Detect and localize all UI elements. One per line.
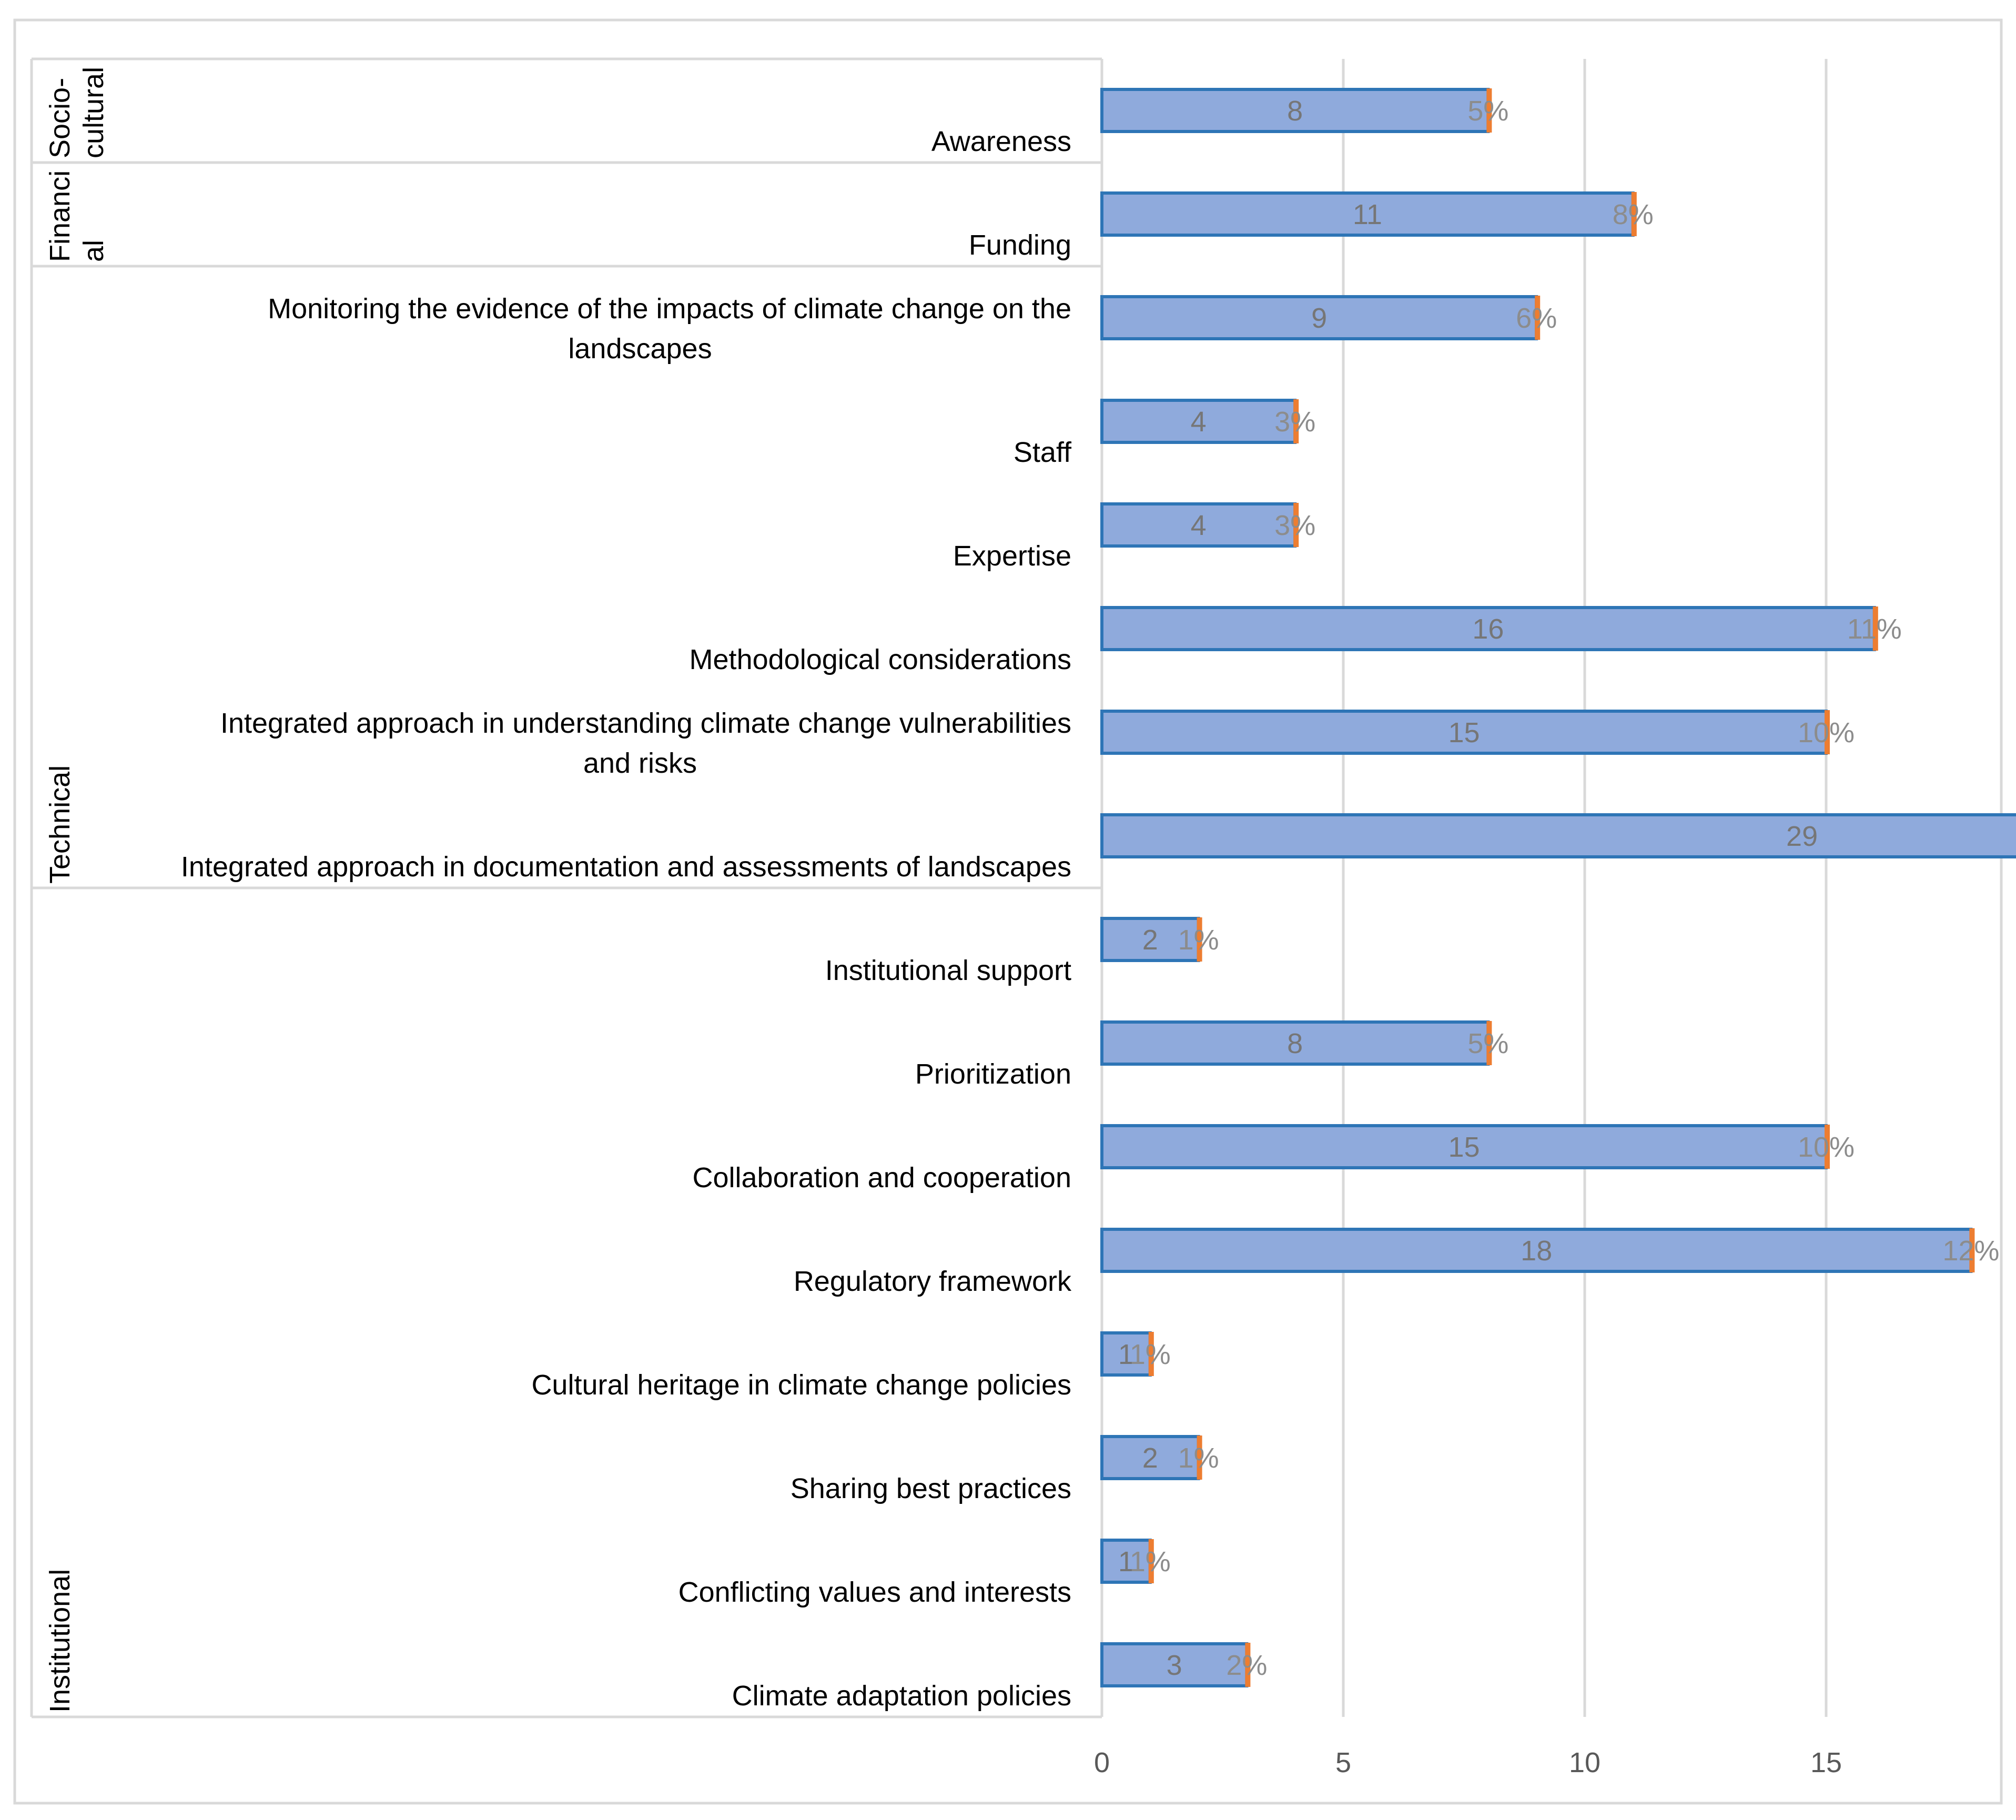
data-label-count-4: 4 xyxy=(1191,510,1207,541)
category-label-5: Methodological considerations xyxy=(690,644,1071,675)
category-label-13: Sharing best practices xyxy=(791,1473,1071,1504)
bar-percentage-0 xyxy=(1486,88,1492,133)
x-axis-ticks: 05101520253035 xyxy=(1094,1747,1842,1778)
group-label-line: Socio- xyxy=(44,78,76,158)
category-label-4: Expertise xyxy=(953,540,1071,572)
bar-count-9 xyxy=(1100,1020,1490,1066)
category-label-8: Institutional support xyxy=(825,955,1071,986)
x-tick-label-0: 0 xyxy=(1094,1747,1110,1778)
data-label-count-11: 18 xyxy=(1521,1235,1552,1267)
group-label-line: Technical xyxy=(44,765,76,884)
category-label-3: Staff xyxy=(1014,437,1072,468)
category-label-14: Conflicting values and interests xyxy=(678,1576,1071,1608)
category-labels: Awareness Funding Monitoring the evidence … xyxy=(181,126,1072,1712)
category-label-7: Integrated approach in documentation and… xyxy=(181,851,1071,883)
data-label-count-14: 1 xyxy=(1118,1546,1134,1578)
category-label-1: Funding xyxy=(969,229,1071,261)
bar-percentage-13 xyxy=(1197,1435,1202,1480)
data-label-percentage-10: 10% xyxy=(1798,1131,1855,1163)
bar-percentage-6 xyxy=(1825,710,1830,754)
bar-count-14 xyxy=(1100,1539,1152,1584)
group-labels: Socio-culturalFinancialTechnicalInstitut… xyxy=(44,67,109,1713)
bar-count-6 xyxy=(1100,710,1828,755)
bar-percentage-3 xyxy=(1293,399,1299,443)
bar-percentage-15 xyxy=(1245,1643,1251,1687)
category-label-11: Regulatory framework xyxy=(794,1266,1072,1297)
group-label-line: cultural xyxy=(78,67,109,158)
group-label-line: Institutional xyxy=(44,1569,76,1713)
bar-count-3 xyxy=(1100,399,1297,444)
bar-percentage-14 xyxy=(1148,1539,1154,1583)
bar-percentage-12 xyxy=(1148,1332,1154,1376)
data-label-count-1: 11 xyxy=(1353,199,1382,230)
data-label-count-8: 2 xyxy=(1142,924,1158,956)
group-label-socio-cultural: Socio-cultural xyxy=(44,67,109,158)
data-label-percentage-4: 3% xyxy=(1274,510,1315,541)
data-label-percentage-14: 1% xyxy=(1130,1546,1171,1578)
x-tick-label-10: 10 xyxy=(1569,1747,1600,1778)
data-label-count-2: 9 xyxy=(1311,302,1327,334)
group-label-financial: Financial xyxy=(44,170,109,262)
bar-percentage-2 xyxy=(1535,296,1541,340)
data-label-count-9: 8 xyxy=(1287,1028,1303,1059)
bar-percentage-1 xyxy=(1631,192,1637,236)
category-label-2: Monitoring the evidence of the impacts o… xyxy=(268,293,1071,325)
bar-percentage-5 xyxy=(1872,606,1878,651)
data-label-count-10: 15 xyxy=(1448,1131,1480,1163)
bar-count-8 xyxy=(1100,917,1200,962)
data-label-percentage-13: 1% xyxy=(1178,1442,1219,1474)
x-tick-label-5: 5 xyxy=(1335,1747,1351,1778)
data-label-percentage-5: 11% xyxy=(1847,613,1902,645)
category-label-10: Collaboration and cooperation xyxy=(692,1162,1071,1194)
group-label-line: Financi xyxy=(44,170,76,262)
bar-count-1 xyxy=(1100,191,1635,237)
bar-count-7 xyxy=(1100,813,2016,858)
bars: 85%118%96%43%43%1611%1510%2920%21%85%151… xyxy=(1100,88,2016,1687)
data-label-count-15: 3 xyxy=(1167,1650,1182,1681)
data-label-percentage-9: 5% xyxy=(1467,1028,1508,1059)
data-label-count-12: 1 xyxy=(1118,1339,1134,1370)
bar-count-11 xyxy=(1100,1228,1973,1273)
group-label-technical: Technical xyxy=(44,765,76,884)
data-label-count-13: 2 xyxy=(1142,1442,1158,1474)
chart-border xyxy=(13,18,2003,1805)
data-label-count-7: 29 xyxy=(1786,821,1818,852)
bar-count-5 xyxy=(1100,606,1876,651)
data-label-percentage-3: 3% xyxy=(1274,406,1315,438)
data-label-percentage-8: 1% xyxy=(1178,924,1219,956)
data-label-percentage-12: 1% xyxy=(1130,1339,1171,1370)
bar-percentage-9 xyxy=(1486,1021,1492,1065)
category-label-9: Prioritization xyxy=(915,1058,1071,1090)
category-label-6: and risks xyxy=(583,747,697,779)
data-label-percentage-15: 2% xyxy=(1226,1650,1267,1681)
category-label-15: Climate adaptation policies xyxy=(732,1680,1071,1712)
bar-percentage-11 xyxy=(1969,1228,1975,1272)
data-label-count-0: 8 xyxy=(1287,95,1303,127)
bar-count-10 xyxy=(1100,1124,1828,1169)
bar-count-15 xyxy=(1100,1642,1249,1687)
category-label-0: Awareness xyxy=(931,126,1071,157)
data-label-count-3: 4 xyxy=(1191,406,1207,438)
data-label-percentage-6: 10% xyxy=(1798,717,1855,749)
group-label-line: al xyxy=(78,240,109,262)
bar-percentage-10 xyxy=(1825,1125,1830,1169)
data-label-count-6: 15 xyxy=(1448,717,1480,749)
data-label-count-5: 16 xyxy=(1472,613,1504,645)
category-label-2: landscapes xyxy=(568,333,712,365)
data-label-percentage-0: 5% xyxy=(1467,95,1508,127)
group-label-institutional: Institutional xyxy=(44,1569,76,1713)
data-label-percentage-1: 8% xyxy=(1613,199,1654,230)
category-label-12: Cultural heritage in climate change poli… xyxy=(531,1369,1071,1401)
bar-percentage-8 xyxy=(1197,917,1202,962)
bar-percentage-4 xyxy=(1293,503,1299,547)
data-label-percentage-11: 12% xyxy=(1942,1235,1999,1267)
category-label-6: Integrated approach in understanding cli… xyxy=(220,707,1071,739)
x-tick-label-15: 15 xyxy=(1810,1747,1842,1778)
data-label-percentage-2: 6% xyxy=(1516,302,1557,334)
